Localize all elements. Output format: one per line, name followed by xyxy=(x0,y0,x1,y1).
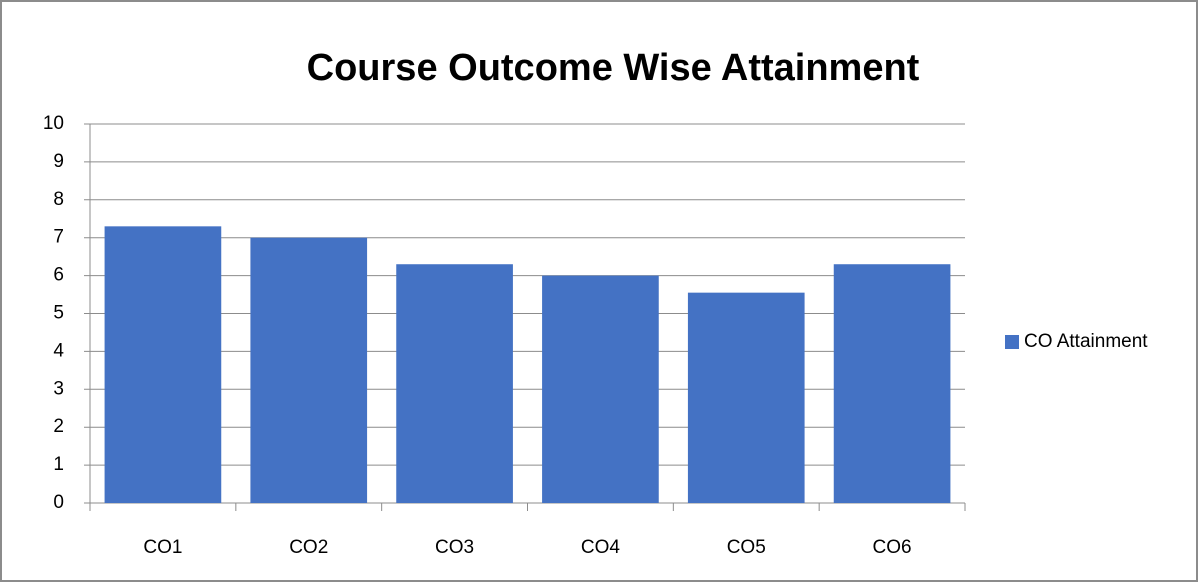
y-tick-label: 3 xyxy=(53,378,64,399)
x-tick-label: CO5 xyxy=(727,537,766,558)
x-tick-label: CO4 xyxy=(581,537,621,558)
y-tick-label: 8 xyxy=(53,189,64,210)
bar xyxy=(104,226,222,503)
y-tick-label: 4 xyxy=(53,340,64,361)
x-tick-label: CO2 xyxy=(289,537,328,558)
y-tick-label: 9 xyxy=(53,151,64,172)
bar xyxy=(542,275,659,503)
x-tick-label: CO3 xyxy=(435,537,474,558)
y-tick-label: 5 xyxy=(53,303,64,324)
bar xyxy=(250,237,368,503)
y-tick-label: 2 xyxy=(53,416,64,437)
bar xyxy=(687,292,805,503)
chart-title: Course Outcome Wise Attainment xyxy=(307,47,920,89)
legend-swatch xyxy=(1005,335,1019,349)
y-tick-label: 0 xyxy=(53,492,64,513)
x-tick-label: CO1 xyxy=(143,537,182,558)
y-tick-label: 7 xyxy=(53,227,64,248)
legend-label: CO Attainment xyxy=(1024,331,1148,352)
y-tick-label: 6 xyxy=(53,265,64,286)
y-tick-label: 1 xyxy=(53,454,64,475)
x-tick-label: CO6 xyxy=(873,537,912,558)
bar xyxy=(833,264,951,503)
y-tick-label: 10 xyxy=(43,113,64,134)
bar xyxy=(396,264,513,503)
